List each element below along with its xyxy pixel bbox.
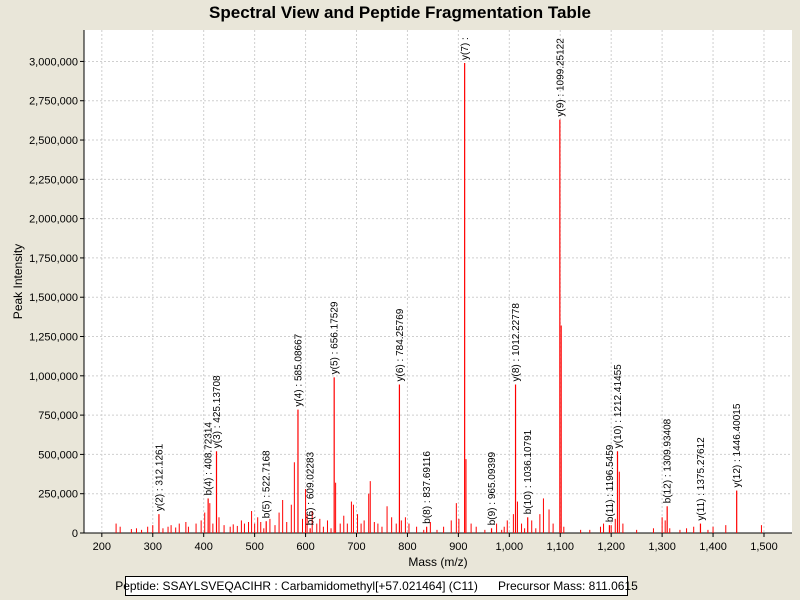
precursor-mass-label: Precursor Mass: 811.0615 xyxy=(497,579,638,593)
y-tick-label: 1,000,000 xyxy=(29,371,78,383)
peak-label: y(10) : 1212.41455 xyxy=(613,364,624,448)
peptide-label: Peptide: SSAYLSVEQACIHR : Carbamidomethy… xyxy=(115,579,478,593)
y-axis-label: Peak Intensity xyxy=(11,244,25,319)
peaks xyxy=(115,63,762,533)
peak-label: y(3) : 425.13708 xyxy=(212,375,223,448)
peak-label: y(6) : 784.25769 xyxy=(395,308,406,381)
peak-label: y(12) : 1446.40015 xyxy=(732,403,743,487)
peak-label: b(10) : 1036.10791 xyxy=(523,429,534,514)
peak-label: y(9) : 1099.25122 xyxy=(555,38,566,117)
x-tick-label: 400 xyxy=(195,541,213,553)
peak-label: y(11) : 1375.27612 xyxy=(696,437,707,521)
peak-label: y(8) : 1012.22778 xyxy=(511,303,522,382)
y-tick-label: 250,000 xyxy=(38,489,78,501)
x-tick-label: 1,400 xyxy=(699,541,727,553)
x-tick-label: 1,300 xyxy=(648,541,676,553)
spectrum-chart[interactable]: 0 250,000 500,000 750,000 1,000,000 1,250,000… xyxy=(0,0,800,575)
x-tick-label: 300 xyxy=(144,541,162,553)
y-tick-label: 0 xyxy=(72,528,78,540)
x-axis-label: Mass (m/z) xyxy=(408,555,467,569)
x-tick-label: 500 xyxy=(245,541,263,553)
peak-label: b(4) : 408.72314 xyxy=(204,422,215,496)
y-tick-label: 2,000,000 xyxy=(29,214,78,226)
y-tick-label: 500,000 xyxy=(38,449,78,461)
y-tick-label: 750,000 xyxy=(38,410,78,422)
peak-label: b(12) : 1309.93408 xyxy=(663,418,674,503)
peak-label: b(5) : 522.7168 xyxy=(262,450,273,518)
x-tick-label: 1,100 xyxy=(546,541,574,553)
x-tick-label: 700 xyxy=(347,541,365,553)
y-tick-label: 1,250,000 xyxy=(29,332,78,344)
y-tick-label: 2,750,000 xyxy=(29,96,78,108)
y-axis: 0 250,000 500,000 750,000 1,000,000 1,250,000… xyxy=(29,30,85,540)
peak-label: b(6) : 609.02283 xyxy=(306,451,317,525)
x-tick-label: 200 xyxy=(93,541,111,553)
chart-title: Spectral View and Peptide Fragmentation … xyxy=(209,3,591,22)
x-tick-label: 900 xyxy=(449,541,467,553)
peak-label: b(11) : 1196.5459 xyxy=(605,444,616,522)
grid-lines xyxy=(84,30,792,533)
y-tick-label: 3,000,000 xyxy=(29,56,78,68)
x-tick-label: 800 xyxy=(398,541,416,553)
x-tick-label: 600 xyxy=(296,541,314,553)
y-tick-label: 1,500,000 xyxy=(29,292,78,304)
peak-label: y(7) : xyxy=(460,37,471,60)
plot-area xyxy=(84,30,792,533)
peak-label: y(5) : 656.17529 xyxy=(330,301,341,374)
y-tick-label: 2,500,000 xyxy=(29,135,78,147)
spacer xyxy=(478,579,498,593)
x-tick-label: 1,000 xyxy=(496,541,524,553)
x-tick-label: 1,500 xyxy=(750,541,778,553)
y-tick-label: 1,750,000 xyxy=(29,253,78,265)
peak-label: y(2) : 312.1261 xyxy=(154,443,165,511)
y-tick-label: 2,250,000 xyxy=(29,174,78,186)
peak-label: y(4) : 585.08667 xyxy=(293,333,304,406)
peak-label: b(9) : 965.09399 xyxy=(487,451,498,525)
x-tick-label: 1,200 xyxy=(597,541,625,553)
peptide-info-box: Peptide: SSAYLSVEQACIHR : Carbamidomethy… xyxy=(115,576,638,596)
x-axis: 200 300 400 500 600 700 800 900 1,000 1,100 1,200 1… xyxy=(84,532,792,553)
peak-label: b(8) : 837.69116 xyxy=(422,451,433,524)
